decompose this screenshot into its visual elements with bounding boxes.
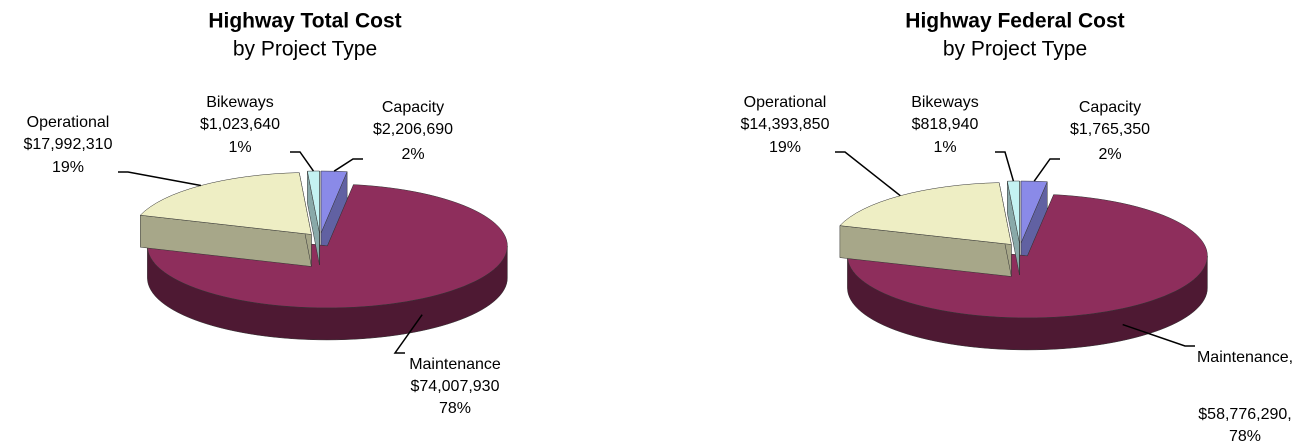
chart-subtitle: by Project Type bbox=[943, 38, 1087, 61]
slice-value: $74,007,930 bbox=[411, 378, 500, 395]
slice-value: $2,206,690 bbox=[373, 121, 453, 138]
slice-category: Maintenance, bbox=[1197, 349, 1293, 366]
leader-line bbox=[1122, 323, 1195, 347]
slice-category: Bikeways bbox=[206, 94, 274, 111]
slice-percent: 78% bbox=[439, 400, 471, 417]
slice-value: $17,992,310 bbox=[24, 136, 113, 153]
slice-category: Operational bbox=[744, 94, 827, 111]
slice-value: $1,765,350 bbox=[1070, 121, 1150, 138]
chart-title: Highway Total Cost bbox=[208, 10, 401, 33]
slice-percent: 2% bbox=[1098, 146, 1121, 163]
slice-percent: 2% bbox=[401, 146, 424, 163]
slice-top bbox=[147, 184, 508, 309]
slice-value: $58,776,290, bbox=[1198, 406, 1291, 423]
slice-percent: 19% bbox=[52, 159, 84, 176]
slice-value: $1,023,640 bbox=[200, 116, 280, 133]
slice-percent: 1% bbox=[228, 139, 251, 156]
slice-category: Capacity bbox=[1079, 99, 1141, 116]
slice-top bbox=[139, 172, 312, 235]
slice-category: Capacity bbox=[382, 99, 444, 116]
slice-percent: 19% bbox=[769, 139, 801, 156]
leader-line bbox=[118, 171, 202, 187]
leader-line bbox=[290, 151, 315, 172]
chart-title: Highway Federal Cost bbox=[905, 10, 1124, 33]
leader-line bbox=[333, 158, 363, 172]
slice-percent: 1% bbox=[933, 139, 956, 156]
leader-line bbox=[393, 314, 423, 354]
slice-category: Maintenance bbox=[409, 356, 501, 373]
slice bbox=[839, 182, 1012, 277]
chart-subtitle: by Project Type bbox=[233, 38, 377, 61]
slice-percent: 78% bbox=[1229, 428, 1261, 444]
slice-top bbox=[847, 194, 1208, 319]
slice bbox=[139, 172, 312, 267]
slice bbox=[320, 170, 348, 266]
leader-line bbox=[1033, 158, 1060, 182]
slice-top bbox=[320, 170, 348, 234]
leader-line bbox=[835, 151, 901, 197]
slice-category: Operational bbox=[27, 114, 110, 131]
slice-value: $14,393,850 bbox=[741, 116, 830, 133]
slice-value: $818,940 bbox=[912, 116, 979, 133]
leader-line bbox=[995, 151, 1015, 182]
slice-category: Bikeways bbox=[911, 94, 979, 111]
